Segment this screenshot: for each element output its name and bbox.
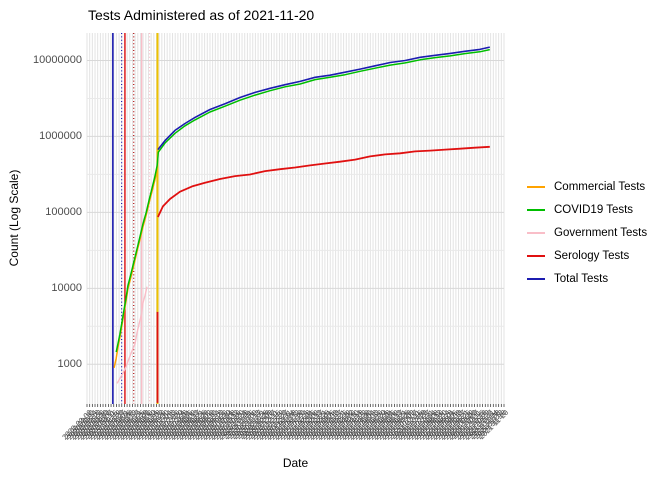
legend-item-total-tests: Total Tests: [527, 267, 647, 290]
series-line-serology-tests: [157, 145, 490, 218]
x-axis-title: Date: [282, 456, 309, 470]
legend-item-covid19-tests: COVID19 Tests: [527, 198, 647, 221]
legend-key-line: [527, 277, 545, 280]
y-tick-label: 10000: [51, 281, 82, 294]
y-tick-label: 1000000: [39, 129, 82, 142]
legend-key-line: [527, 231, 545, 234]
y-tick-label: 1000: [57, 357, 82, 370]
series-line-government-tests: [116, 286, 148, 384]
legend-item-label: Total Tests: [554, 272, 609, 285]
chart-title: Tests Administered as of 2021-11-20: [88, 7, 315, 23]
legend-item-label: COVID19 Tests: [554, 203, 634, 216]
legend-key-line: [527, 254, 545, 257]
series-line-total-tests: [157, 46, 490, 151]
legend-item-serology-tests: Serology Tests: [527, 244, 647, 267]
y-tick-label: 10000000: [33, 53, 82, 66]
legend-key-line: [527, 185, 545, 188]
series-line-covid19-tests: [115, 48, 490, 353]
legend-item-label: Government Tests: [554, 226, 648, 239]
legend-item-commercial-tests: Commercial Tests: [527, 175, 647, 198]
y-axis-title: Count (Log Scale): [7, 169, 21, 267]
legend-item-label: Commercial Tests: [554, 180, 646, 193]
legend-key-line: [527, 208, 545, 211]
legend-item-label: Serology Tests: [554, 249, 630, 262]
y-tick-label: 100000: [45, 205, 82, 218]
legend-item-government-tests: Government Tests: [527, 221, 647, 244]
legend: Commercial Tests COVID19 Tests Government …: [527, 175, 647, 290]
